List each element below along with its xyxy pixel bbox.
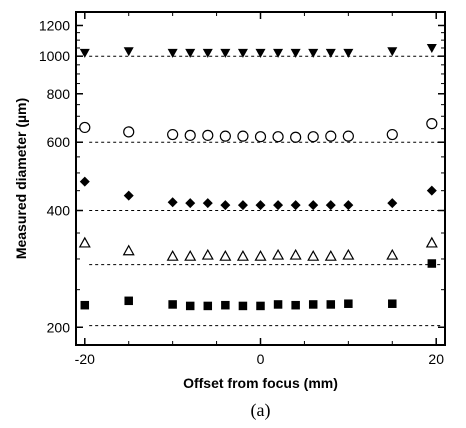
circle-marker	[237, 130, 249, 142]
triangle-down-marker	[290, 48, 301, 58]
diamond-marker	[255, 200, 266, 211]
triangle-down-marker	[325, 48, 336, 58]
triangle-up-marker	[425, 236, 438, 248]
axis-ticks: 200 400 600 800 1000 1200 -20 0 20	[39, 12, 445, 367]
diamond-marker	[343, 200, 354, 211]
y-axis-title: Measured diameter (µm)	[13, 98, 29, 259]
circle-marker	[254, 131, 267, 143]
triangle-down-marker	[237, 48, 248, 58]
y-tick-label: 800	[47, 86, 71, 102]
diamond-marker	[79, 176, 90, 187]
circle-marker	[290, 131, 302, 143]
circle-marker	[167, 128, 179, 141]
diamond-marker	[273, 200, 284, 211]
triangle-down-marker	[123, 47, 134, 57]
triangle-up-marker	[307, 249, 320, 261]
circle-marker	[123, 126, 135, 138]
triangle-up-marker	[289, 248, 302, 260]
circle-marker	[79, 121, 91, 134]
triangle-up-marker	[324, 249, 337, 261]
diamond-marker	[202, 198, 213, 209]
triangle-down-marker	[220, 48, 231, 58]
square-marker	[326, 300, 336, 309]
circle-marker	[184, 129, 196, 141]
figure-caption: (a)	[251, 400, 271, 421]
x-tick-label: 0	[257, 351, 265, 367]
circle-marker	[307, 131, 319, 143]
triangle-down-marker	[167, 48, 178, 58]
diamond-marker	[220, 200, 231, 211]
triangle-down-marker	[255, 48, 266, 58]
triangle-up-marker	[122, 244, 135, 256]
y-tick-label: 1200	[39, 17, 70, 33]
y-tick-label: 600	[47, 134, 71, 150]
circle-marker	[272, 131, 284, 143]
x-tick-label: -20	[75, 351, 95, 367]
square-marker	[388, 299, 397, 308]
triangle-down-marker	[308, 48, 319, 58]
triangle-down-marker	[185, 48, 196, 58]
x-axis-title: Offset from focus (mm)	[183, 375, 338, 391]
triangle-down-marker	[79, 48, 90, 58]
triangle-up-marker	[342, 248, 355, 260]
triangle-down-marker	[343, 48, 354, 58]
x-tick-label: 20	[428, 351, 444, 367]
square-marker	[427, 259, 437, 268]
triangle-up-marker	[254, 249, 267, 261]
triangle-down-marker	[387, 47, 398, 57]
y-tick-label: 200	[47, 319, 71, 335]
square-marker	[291, 300, 300, 310]
square-marker	[203, 301, 213, 311]
diamond-marker	[123, 190, 134, 201]
triangle-up-marker	[272, 248, 285, 260]
triangle-down-marker	[426, 43, 437, 53]
square-marker	[124, 296, 133, 306]
square-marker	[168, 300, 177, 309]
diamond-marker	[185, 198, 196, 209]
circle-marker	[202, 129, 214, 141]
circle-marker	[386, 128, 398, 141]
diamond-marker	[325, 200, 336, 211]
diamond-marker	[237, 200, 248, 211]
diamond-marker	[290, 200, 301, 211]
plot-frame	[75, 11, 446, 346]
triangle-up-marker	[201, 248, 214, 260]
square-marker	[256, 301, 265, 311]
square-marker	[273, 300, 283, 309]
triangle-up-marker	[184, 249, 197, 261]
triangle-up-marker	[166, 249, 179, 261]
diamond-marker	[167, 197, 178, 208]
square-marker	[344, 299, 353, 308]
triangle-down-marker	[273, 48, 284, 58]
triangle-up-marker	[78, 236, 91, 248]
square-marker	[238, 301, 248, 311]
circle-marker	[342, 130, 354, 142]
y-tick-label: 400	[47, 203, 71, 219]
reference-lines	[89, 55, 441, 327]
triangle-up-marker	[219, 249, 232, 261]
square-marker	[221, 300, 230, 310]
y-tick-label: 1000	[39, 48, 70, 64]
diamond-marker	[387, 198, 398, 209]
square-marker	[80, 300, 90, 310]
triangle-down-marker	[202, 48, 213, 58]
data-markers	[78, 43, 438, 311]
diamond-marker	[426, 185, 437, 196]
triangle-up-marker	[386, 248, 399, 260]
diamond-marker	[308, 200, 319, 211]
circle-marker	[426, 118, 438, 130]
triangle-up-marker	[236, 249, 249, 261]
circle-marker	[325, 130, 337, 142]
square-marker	[185, 301, 195, 311]
square-marker	[308, 300, 318, 309]
circle-marker	[219, 130, 231, 142]
